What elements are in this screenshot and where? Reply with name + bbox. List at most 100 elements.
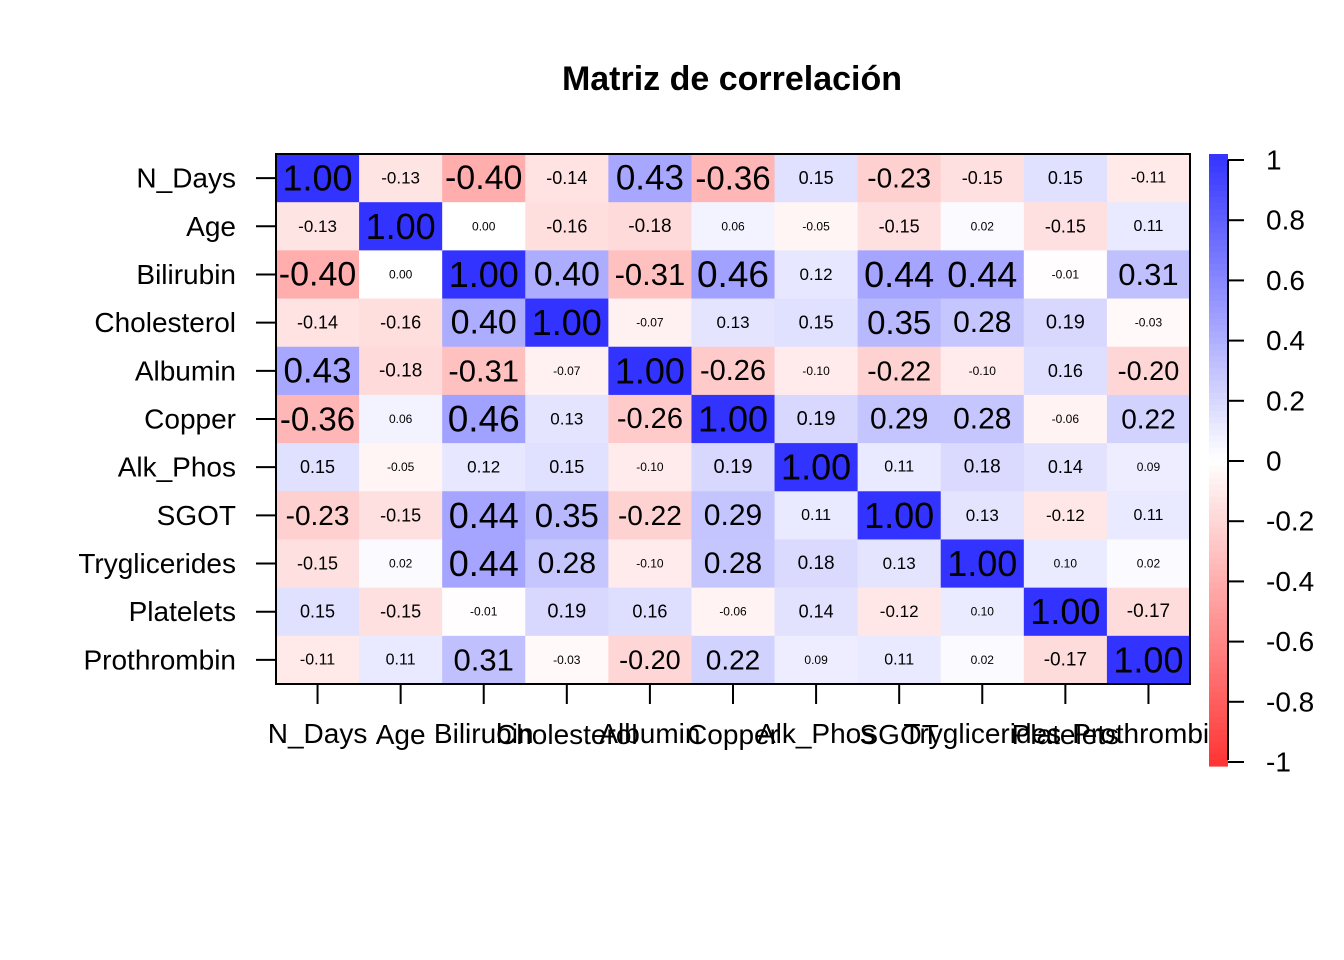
cell-value-label: -0.26 — [700, 355, 766, 387]
heatmap-cell — [608, 250, 692, 300]
colorbar-swatch — [1209, 313, 1228, 320]
heatmap-cell — [442, 587, 526, 637]
column-tick-label: Albumin — [599, 718, 700, 749]
heatmap-cell — [276, 250, 360, 300]
cell-value-label: -0.17 — [1127, 601, 1170, 622]
cell-value-label: 0.11 — [884, 459, 914, 476]
cell-value-label: 0.06 — [721, 219, 745, 233]
cell-value-label: -0.18 — [379, 360, 422, 381]
heatmap-cell — [1023, 346, 1108, 396]
colorbar-swatch — [1209, 606, 1228, 614]
row-tick-label: Age — [186, 211, 236, 242]
cell-value-label: -0.06 — [1052, 412, 1080, 426]
colorbar-swatch — [1209, 423, 1228, 430]
cell-value-label: 0.22 — [1121, 404, 1176, 435]
colorbar-swatch — [1209, 215, 1228, 222]
colorbar-swatch — [1209, 398, 1228, 406]
colorbar-swatch — [1209, 698, 1228, 706]
heatmap-cell — [359, 346, 443, 396]
cell-value-label: -0.14 — [546, 168, 587, 188]
heatmap-cell — [359, 298, 443, 348]
cell-value-label: -0.16 — [380, 313, 421, 333]
heatmap-cell — [276, 394, 360, 444]
cell-value-label: 0.31 — [454, 642, 514, 677]
cell-value-label: 0.09 — [1137, 460, 1161, 474]
cell-value-label: -0.26 — [617, 403, 683, 435]
cell-value-label: -0.10 — [636, 557, 664, 571]
heatmap-cell — [691, 443, 776, 492]
colorbar-tick-label: 0.6 — [1266, 265, 1305, 296]
heatmap-cell — [276, 202, 360, 251]
colorbar-swatch — [1209, 294, 1228, 302]
colorbar-swatch — [1209, 178, 1228, 186]
cell-value-label: 0.02 — [389, 557, 413, 571]
cell-value-label: 0.46 — [697, 254, 769, 295]
colorbar-swatch — [1209, 521, 1228, 528]
cell-value-label: -0.20 — [1118, 356, 1180, 386]
colorbar-swatch — [1209, 515, 1228, 522]
cell-value-label: 0.43 — [616, 159, 684, 198]
heatmap-cell — [608, 635, 692, 685]
colorbar-swatch — [1209, 557, 1228, 565]
colorbar-swatch — [1209, 453, 1228, 461]
row-tick-label: Prothrombin — [83, 644, 236, 675]
colorbar-swatch — [1209, 649, 1228, 657]
colorbar-swatch — [1209, 564, 1228, 571]
row-tick-label: Copper — [144, 404, 236, 435]
cell-value-label: 0.35 — [867, 304, 931, 341]
cell-value-label: 1.00 — [698, 399, 768, 440]
cell-value-label: -0.11 — [1131, 170, 1166, 187]
cell-value-label: 0.28 — [953, 403, 1011, 436]
heatmap-cell — [442, 443, 526, 492]
colorbar-swatch — [1209, 582, 1228, 590]
cell-value-label: -0.14 — [297, 313, 338, 333]
cell-value-label: 0.44 — [864, 254, 934, 295]
column-axis: N_Days Age BilirubinCholesterolAlbuminCopp… — [268, 684, 1225, 750]
colorbar-swatch — [1209, 411, 1228, 418]
heatmap-cell — [442, 394, 526, 444]
colorbar-swatch — [1209, 447, 1228, 455]
colorbar-swatch — [1209, 625, 1228, 632]
heatmap-cell — [857, 635, 942, 685]
heatmap-cell — [1106, 539, 1191, 589]
cell-value-label: 0.11 — [1133, 507, 1163, 524]
cell-value-label: 1.00 — [864, 495, 934, 536]
heatmap-cell — [691, 154, 776, 203]
heatmap-cell — [940, 635, 1025, 685]
colorbar-swatch — [1209, 258, 1228, 265]
colorbar-swatch — [1209, 435, 1228, 443]
heatmap-cell — [276, 491, 360, 540]
cell-value-label: -0.05 — [387, 460, 415, 474]
heatmap-cell — [1106, 154, 1191, 203]
heatmap-cell — [525, 587, 609, 637]
colorbar-swatch — [1209, 196, 1228, 204]
cell-value-label: -0.01 — [470, 605, 498, 619]
colorbar-tick-label: 0 — [1266, 446, 1282, 477]
heatmap-cell — [442, 298, 526, 348]
heatmap-cells: 1.00 -0.13 -0.40 -0.14 0.43 -0.36 0.15 -0.23 -0.… — [276, 154, 1191, 685]
column-tick-label: Age — [376, 719, 426, 750]
colorbar-swatch — [1209, 404, 1228, 412]
heatmap-cell — [940, 346, 1025, 396]
cell-value-label: -0.22 — [867, 355, 931, 386]
colorbar-legend: 1 0.8 0.6 0.4 0.2 0 -0.2 -0.4 -0.6 -0.8 -1 — [1209, 145, 1314, 778]
heatmap-cell — [442, 346, 526, 396]
heatmap-cell — [774, 154, 859, 203]
heatmap-cell — [857, 202, 942, 251]
row-tick-label: SGOT — [157, 500, 236, 531]
cell-value-label: 0.19 — [547, 601, 586, 623]
cell-value-label: -0.36 — [695, 160, 770, 197]
colorbar-swatch — [1209, 429, 1228, 437]
heatmap-cell — [608, 202, 692, 251]
column-tick-label: SGOT — [860, 719, 939, 750]
row-tick-label: N_Days — [136, 163, 236, 194]
colorbar-swatch — [1209, 723, 1228, 730]
cell-value-label: 1.00 — [781, 447, 851, 488]
heatmap-cell — [940, 491, 1025, 540]
colorbar-swatch — [1209, 759, 1228, 767]
colorbar-swatch — [1209, 478, 1228, 486]
cell-value-label: -0.01 — [1052, 267, 1080, 281]
heatmap-cell — [1106, 443, 1191, 492]
cell-value-label: -0.13 — [381, 169, 420, 188]
chart-title: Matriz de correlación — [562, 60, 902, 98]
